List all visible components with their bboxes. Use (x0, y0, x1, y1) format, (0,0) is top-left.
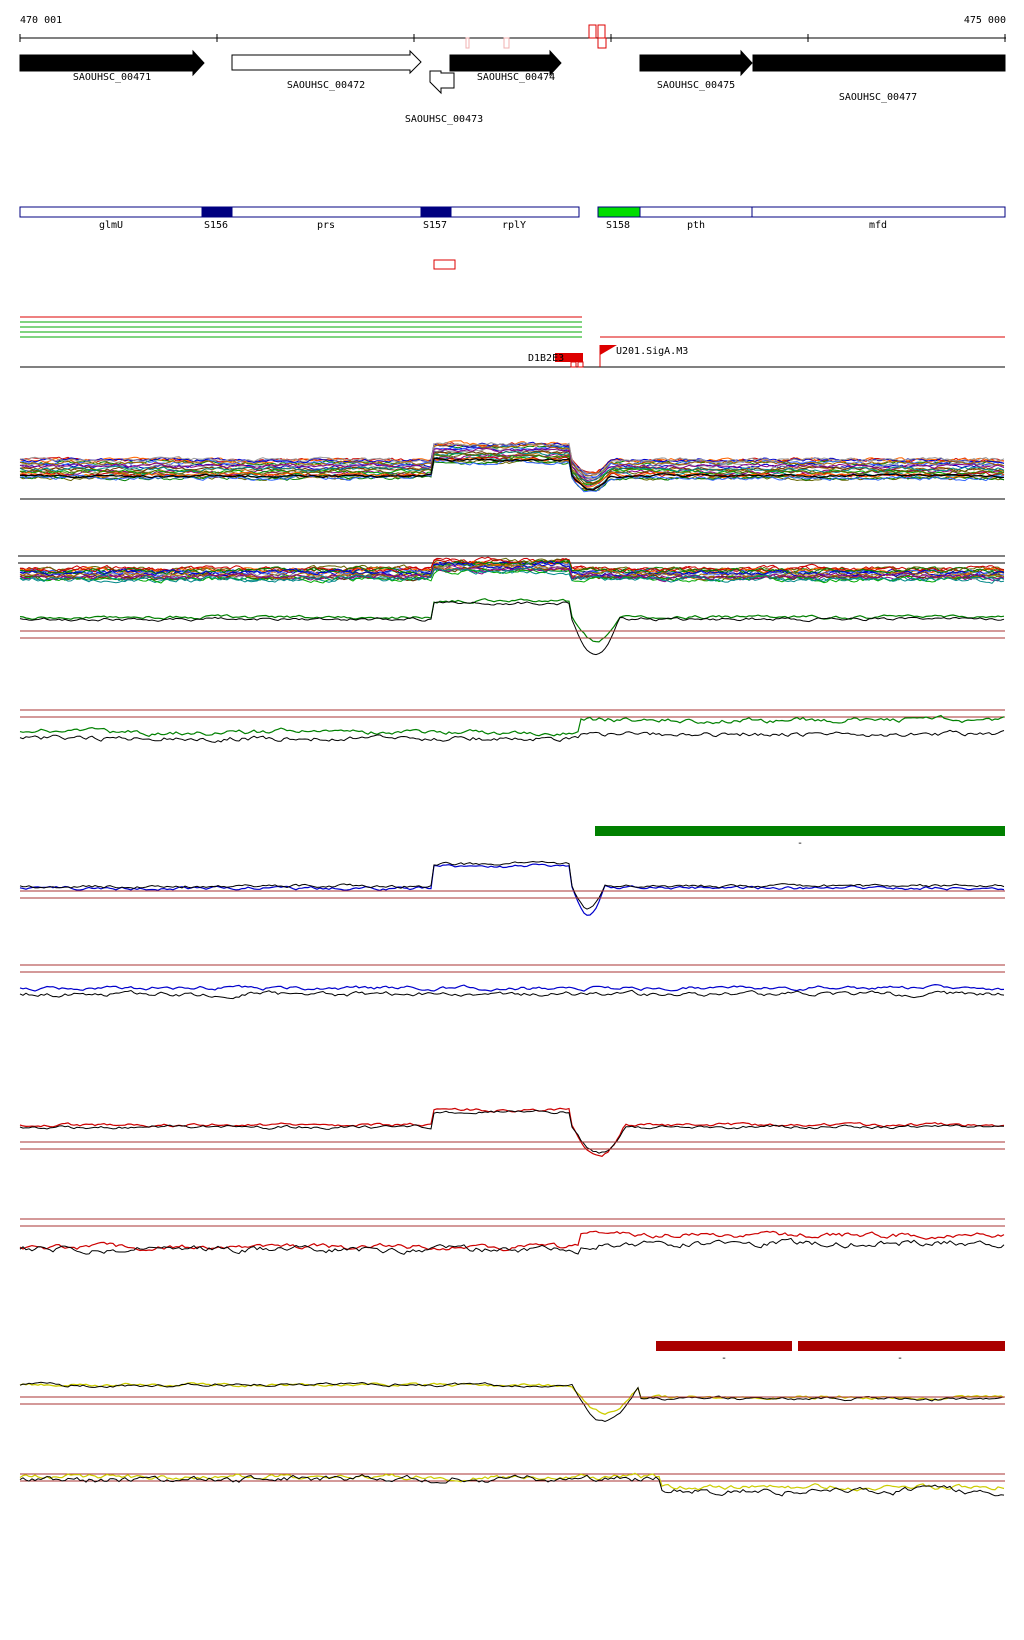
track3-curve (19, 601, 1005, 656)
track5-curve (19, 863, 1005, 916)
track9-curve (19, 1381, 1005, 1423)
segment-prs[interactable] (231, 206, 422, 218)
track3-curve (19, 598, 1005, 643)
track2-curve (19, 566, 1005, 583)
ruler-start-label: 470 001 (20, 15, 62, 26)
promoter-label: U201.SigA.M3 (616, 346, 688, 357)
segment-label-prs: prs (317, 220, 335, 231)
red-feature-small[interactable] (570, 361, 577, 368)
segment-label-glmU: glmU (99, 220, 123, 231)
gene-track: SAOUHSC_00471 SAOUHSC_00472 SAOUHSC_0047… (19, 49, 1006, 125)
red-domain-bar-1[interactable] (656, 1341, 792, 1351)
gene-arrow-00471[interactable] (19, 49, 205, 77)
ruler-marker-faint (503, 37, 510, 49)
segment-label-mfd: mfd (869, 220, 887, 231)
segment-S157[interactable] (420, 206, 452, 218)
promoter-flag[interactable] (600, 345, 617, 355)
track5-curve (19, 860, 1005, 910)
track9-curve (19, 1382, 1005, 1416)
ruler-marker (588, 24, 597, 39)
gene-arrow-00474[interactable] (449, 49, 562, 77)
track10-curve (19, 1472, 1005, 1492)
track4-curve (19, 729, 1005, 743)
track2-curve (19, 567, 1005, 583)
track2-curve (19, 557, 1005, 574)
segment-S156[interactable] (201, 206, 233, 218)
segment-rplY[interactable] (450, 206, 580, 218)
track1-curve (19, 441, 1005, 475)
coordinate-ruler: 470 001 475 000 (19, 15, 1006, 49)
track10-curve (19, 1474, 1005, 1497)
track1-curve (19, 457, 1005, 491)
green-domain-label: - (797, 838, 803, 849)
segment-label-pth: pth (687, 220, 705, 231)
gene-label-00474: SAOUHSC_00474 (477, 72, 555, 83)
red-feature-small[interactable] (577, 361, 584, 368)
track2-curve (19, 559, 1005, 576)
ruler-end-label: 475 000 (964, 15, 1006, 26)
red-domain-label-1: - (721, 1353, 727, 1364)
track8-curve (19, 1237, 1005, 1255)
gene-arrow-00473[interactable] (429, 70, 455, 95)
track1-curve (19, 458, 1005, 493)
segment-glmU[interactable] (19, 206, 203, 218)
segment-track: glmU S156 prs S157 rplY S158 pth mfd (19, 206, 1006, 270)
red-domain-bar-2[interactable] (798, 1341, 1005, 1351)
track1-curve (19, 447, 1005, 482)
gene-label-00477: SAOUHSC_00477 (839, 92, 917, 103)
domain-bars: - - - (595, 826, 1005, 1364)
gene-label-00475: SAOUHSC_00475 (657, 80, 735, 91)
gene-arrow-00477[interactable] (752, 54, 1006, 72)
track1-curve (19, 452, 1005, 485)
segment-mfd[interactable] (751, 206, 1006, 218)
gene-label-00472: SAOUHSC_00472 (287, 80, 365, 91)
expression-tracks (18, 440, 1005, 1497)
cluster-label: D1B2E3 (528, 353, 564, 364)
gene-label-00473: SAOUHSC_00473 (405, 114, 483, 125)
red-feature-block[interactable] (555, 353, 583, 362)
segment-label-S156: S156 (204, 220, 228, 231)
track8-curve (19, 1230, 1005, 1252)
small-feature-box[interactable] (433, 259, 456, 270)
track6-curve (19, 983, 1005, 992)
track2-curve (19, 563, 1005, 581)
ruler-marker-faint (465, 37, 470, 49)
segment-label-S157: S157 (423, 220, 447, 231)
segment-S158[interactable] (597, 206, 641, 218)
green-domain-bar[interactable] (595, 826, 1005, 836)
annotation-track: D1B2E3 U201.SigA.M3 (20, 316, 1005, 368)
ruler-marker (597, 37, 607, 49)
track6-curve (19, 989, 1005, 1000)
segment-label-rplY: rplY (502, 220, 526, 231)
track4-curve (19, 714, 1005, 737)
ruler-marker (597, 24, 606, 39)
track7-curve (19, 1109, 1005, 1154)
gene-label-00471: SAOUHSC_00471 (73, 72, 151, 83)
gene-arrow-00472[interactable] (231, 49, 422, 75)
segment-label-S158: S158 (606, 220, 630, 231)
gene-arrow-00475[interactable] (639, 49, 753, 77)
track1-curve (19, 443, 1005, 477)
segment-pth[interactable] (639, 206, 753, 218)
red-domain-label-2: - (897, 1353, 903, 1364)
